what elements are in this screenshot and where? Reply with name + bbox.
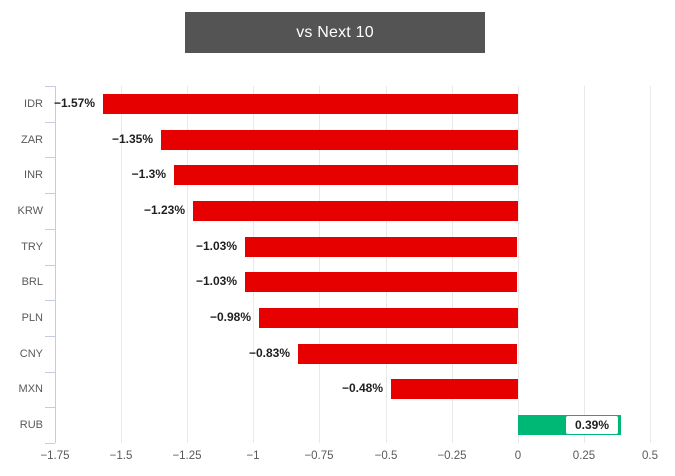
- x-axis-label: −0.5: [374, 450, 398, 462]
- x-axis-label: 0.25: [572, 450, 596, 462]
- gridline: [650, 86, 651, 443]
- x-axis-label: 0: [514, 450, 522, 462]
- gridline: [452, 86, 453, 443]
- bar-krw[interactable]: [193, 201, 518, 221]
- value-label-pln: −0.98%: [209, 310, 251, 324]
- bar-brl[interactable]: [245, 272, 517, 292]
- category-label-mxn: MXN: [18, 383, 43, 395]
- x-axis-label: −1.5: [109, 450, 133, 462]
- bar-pln[interactable]: [259, 308, 518, 328]
- category-label-brl: BRL: [21, 276, 43, 288]
- category-label-zar: ZAR: [21, 134, 43, 146]
- gridline: [187, 86, 188, 443]
- bar-try[interactable]: [245, 237, 517, 257]
- value-label-zar: −1.35%: [111, 132, 153, 146]
- y-axis-tick: [45, 336, 55, 337]
- gridline: [518, 86, 519, 443]
- y-axis-tick: [45, 193, 55, 194]
- category-label-inr: INR: [24, 169, 43, 181]
- gridline: [319, 86, 320, 443]
- y-axis-tick: [45, 265, 55, 266]
- gridline: [121, 86, 122, 443]
- bar-cny[interactable]: [298, 344, 517, 364]
- value-label-cny: −0.83%: [248, 346, 290, 360]
- y-axis-tick: [45, 229, 55, 230]
- y-axis-line: [55, 86, 56, 443]
- value-label-mxn: −0.48%: [341, 381, 383, 395]
- bar-zar[interactable]: [161, 130, 518, 150]
- y-axis-tick: [45, 407, 55, 408]
- x-axis-label: −0.25: [437, 450, 467, 462]
- value-label-try: −1.03%: [195, 239, 237, 253]
- value-label-brl: −1.03%: [195, 274, 237, 288]
- x-axis-label: −1.75: [40, 450, 70, 462]
- bar-mxn[interactable]: [391, 379, 518, 399]
- category-label-rub: RUB: [19, 419, 43, 431]
- y-axis-tick: [45, 157, 55, 158]
- y-axis-tick: [45, 122, 55, 123]
- gridline: [386, 86, 387, 443]
- bar-idr[interactable]: [103, 94, 518, 114]
- x-axis-label: −0.75: [304, 450, 334, 462]
- y-axis-tick: [45, 443, 55, 444]
- gridline: [253, 86, 254, 443]
- category-label-cny: CNY: [19, 348, 43, 360]
- y-axis-tick: [45, 86, 55, 87]
- chart-title: vs Next 10: [185, 12, 485, 53]
- x-axis-label: −1.25: [172, 450, 202, 462]
- category-label-idr: IDR: [24, 98, 43, 110]
- value-label-rub: 0.39%: [566, 416, 618, 434]
- value-label-krw: −1.23%: [143, 203, 185, 217]
- value-label-inr: −1.3%: [131, 167, 166, 181]
- bar-inr[interactable]: [174, 165, 518, 185]
- category-label-krw: KRW: [17, 205, 43, 217]
- x-axis-label: −1: [246, 450, 260, 462]
- value-label-idr: −1.57%: [53, 96, 95, 110]
- category-label-pln: PLN: [21, 312, 43, 324]
- category-label-try: TRY: [21, 241, 43, 253]
- y-axis-tick: [45, 300, 55, 301]
- gridline: [584, 86, 585, 443]
- y-axis-tick: [45, 372, 55, 373]
- x-axis-label: 0.5: [642, 450, 658, 462]
